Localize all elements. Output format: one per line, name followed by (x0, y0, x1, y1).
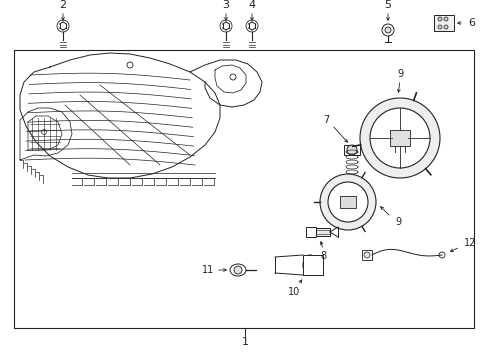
Text: 9: 9 (397, 69, 403, 79)
Bar (434, 15, 454, 31)
Circle shape (370, 108, 430, 168)
Text: 5: 5 (385, 0, 392, 10)
Text: 11: 11 (202, 265, 214, 275)
Bar (303, 255, 323, 275)
Text: 9: 9 (395, 217, 401, 227)
Text: 8: 8 (320, 251, 326, 261)
Text: 6: 6 (468, 18, 475, 28)
Circle shape (320, 174, 376, 230)
Bar (344, 145, 360, 155)
Bar (14, 50, 474, 328)
Circle shape (305, 260, 315, 270)
Ellipse shape (230, 264, 246, 276)
Bar (303, 255, 323, 275)
Circle shape (438, 17, 442, 21)
Circle shape (364, 252, 370, 258)
Text: 7: 7 (323, 115, 329, 125)
Text: 10: 10 (288, 287, 300, 297)
Circle shape (444, 17, 448, 21)
Bar (362, 250, 372, 260)
Bar (306, 227, 316, 237)
Text: 1: 1 (242, 337, 248, 347)
Text: 3: 3 (222, 0, 229, 10)
Circle shape (360, 98, 440, 178)
Bar (316, 228, 330, 236)
Bar (340, 196, 356, 208)
Bar (390, 130, 410, 146)
Ellipse shape (303, 255, 317, 275)
Text: 2: 2 (59, 0, 67, 10)
Circle shape (328, 182, 368, 222)
Circle shape (234, 266, 242, 274)
Text: 4: 4 (248, 0, 256, 10)
Circle shape (439, 252, 445, 258)
Circle shape (347, 145, 357, 155)
Circle shape (385, 27, 391, 33)
Circle shape (444, 25, 448, 29)
Circle shape (438, 25, 442, 29)
Text: 12: 12 (464, 238, 476, 248)
